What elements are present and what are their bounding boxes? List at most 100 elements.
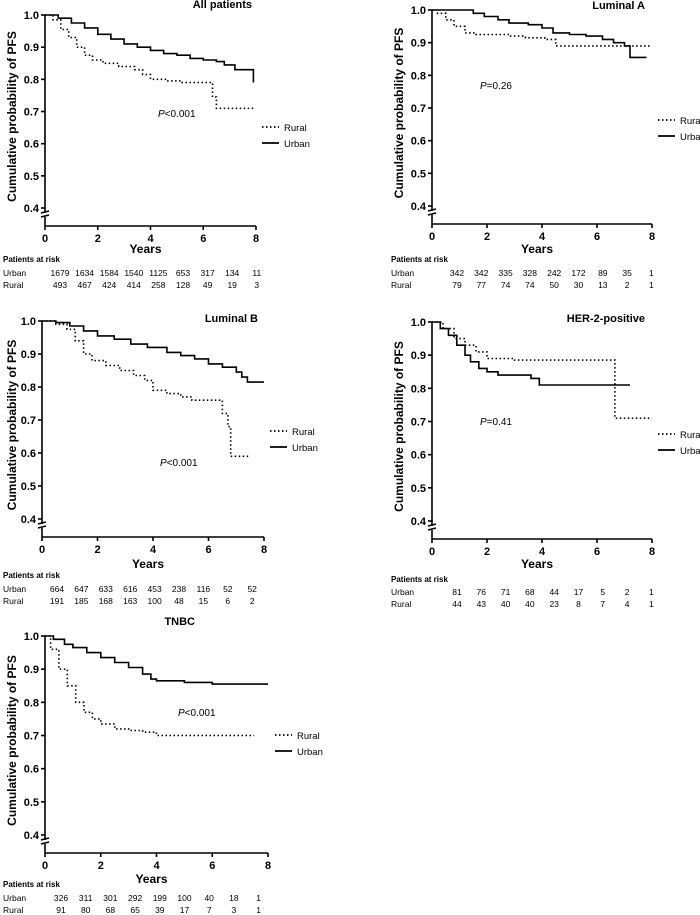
km-curve-rural [45, 14, 254, 110]
x-tick-label: 2 [484, 546, 490, 558]
risk-cell: 1 [649, 599, 654, 609]
risk-cell: 238 [172, 584, 186, 594]
km-curve-rural [42, 320, 251, 458]
y-axis-label: Cumulative probability of PFS [5, 31, 19, 202]
axis-break-mark [40, 837, 50, 841]
risk-cell: 664 [50, 584, 64, 594]
y-tick-label: 0.5 [411, 168, 426, 180]
y-tick-label: 0.5 [411, 483, 426, 495]
x-tick-label: 6 [205, 544, 211, 556]
risk-cell: 17 [180, 905, 190, 915]
risk-cell: 2 [250, 596, 255, 606]
p-value-label: P=0.41 [480, 417, 512, 428]
legend-label-urban: Urban [297, 747, 323, 758]
axis-break-mark [37, 521, 47, 525]
y-tick-label: 0.5 [24, 171, 39, 183]
risk-cell: 13 [598, 280, 608, 290]
risk-cell: 48 [174, 596, 184, 606]
risk-cell: 424 [102, 280, 116, 290]
risk-cell: 44 [549, 587, 559, 597]
risk-cell: 258 [151, 280, 165, 290]
risk-cell: 19 [227, 280, 237, 290]
y-tick-label: 0.9 [411, 38, 426, 50]
x-tick-label: 0 [42, 860, 48, 872]
risk-cell: 5 [600, 587, 605, 597]
risk-table-title: Patients at risk [3, 571, 60, 580]
y-tick-label: 1.0 [411, 5, 426, 17]
risk-cell: 1 [256, 905, 261, 915]
legend-label-rural: Rural [680, 430, 700, 441]
risk-cell: 191 [50, 596, 64, 606]
risk-cell: 81 [452, 587, 462, 597]
risk-cell: 414 [127, 280, 141, 290]
risk-cell: 40 [204, 893, 214, 903]
risk-row-label: Rural [3, 905, 23, 915]
risk-cell: 76 [477, 587, 487, 597]
km-curve-urban [45, 14, 255, 83]
risk-cell: 647 [74, 584, 88, 594]
x-tick-label: 8 [649, 546, 655, 558]
x-tick-label: 8 [649, 231, 655, 243]
panel-title: Luminal A [592, 0, 645, 12]
y-tick-label: 0.7 [24, 731, 39, 743]
risk-cell: 23 [549, 599, 559, 609]
risk-cell: 68 [106, 905, 116, 915]
axis-break-mark [37, 525, 47, 529]
y-axis-label: Cumulative probability of PFS [5, 655, 19, 826]
legend-label-urban: Urban [680, 446, 700, 457]
km-curve-urban [42, 320, 264, 383]
risk-cell: 80 [81, 905, 91, 915]
y-tick-label: 1.0 [411, 317, 426, 329]
x-tick-label: 6 [594, 231, 600, 243]
km-curve-rural [432, 9, 652, 47]
risk-table-title: Patients at risk [391, 575, 448, 584]
y-tick-label: 0.8 [411, 70, 426, 82]
legend-label-rural: Rural [297, 731, 320, 742]
risk-cell: 6 [225, 596, 230, 606]
risk-cell: 43 [477, 599, 487, 609]
risk-cell: 653 [176, 268, 190, 278]
x-tick-label: 8 [253, 233, 259, 245]
risk-cell: 91 [56, 905, 66, 915]
risk-row-label: Rural [3, 280, 23, 290]
risk-row-label: Urban [391, 587, 414, 597]
risk-row-label: Urban [391, 268, 414, 278]
risk-cell: 11 [252, 268, 261, 278]
km-curve-rural [432, 321, 652, 419]
risk-cell: 74 [525, 280, 535, 290]
risk-cell: 40 [525, 599, 535, 609]
km-curve-urban [432, 321, 630, 386]
x-tick-label: 4 [539, 546, 546, 558]
km-panel-2: Luminal A 0.4 0.5 0.6 0.7 0.8 0.9 1.0 0 2 4 6 8 Years… [391, 0, 700, 290]
risk-cell: 1 [649, 587, 654, 597]
risk-cell: 68 [525, 587, 535, 597]
risk-cell: 168 [99, 596, 113, 606]
risk-cell: 79 [452, 280, 462, 290]
risk-cell: 342 [450, 268, 464, 278]
y-tick-label: 0.7 [24, 107, 39, 119]
x-tick-label: 2 [98, 860, 104, 872]
y-tick-label: 0.6 [411, 136, 426, 148]
x-tick-label: 4 [539, 231, 546, 243]
legend-label-urban: Urban [680, 132, 700, 143]
risk-cell: 49 [203, 280, 213, 290]
risk-table-title: Patients at risk [3, 880, 60, 889]
x-tick-label: 4 [150, 544, 157, 556]
p-value-label: P<0.001 [158, 109, 196, 120]
risk-cell: 185 [74, 596, 88, 606]
legend-label-rural: Rural [292, 427, 315, 438]
x-tick-label: 0 [39, 544, 45, 556]
y-tick-label: 1.0 [24, 631, 39, 643]
axis-break-mark [427, 523, 437, 527]
risk-cell: 1 [256, 893, 261, 903]
y-tick-label: 0.8 [21, 382, 36, 394]
risk-cell: 71 [501, 587, 511, 597]
risk-cell: 7 [600, 599, 605, 609]
y-tick-label: 0.5 [24, 797, 39, 809]
y-tick-label: 0.8 [411, 383, 426, 395]
axis-break-mark [427, 212, 437, 216]
axis-break-mark [427, 208, 437, 212]
y-tick-label: 0.4 [411, 516, 427, 528]
risk-cell: 128 [176, 280, 190, 290]
km-curve-rural [45, 635, 255, 737]
